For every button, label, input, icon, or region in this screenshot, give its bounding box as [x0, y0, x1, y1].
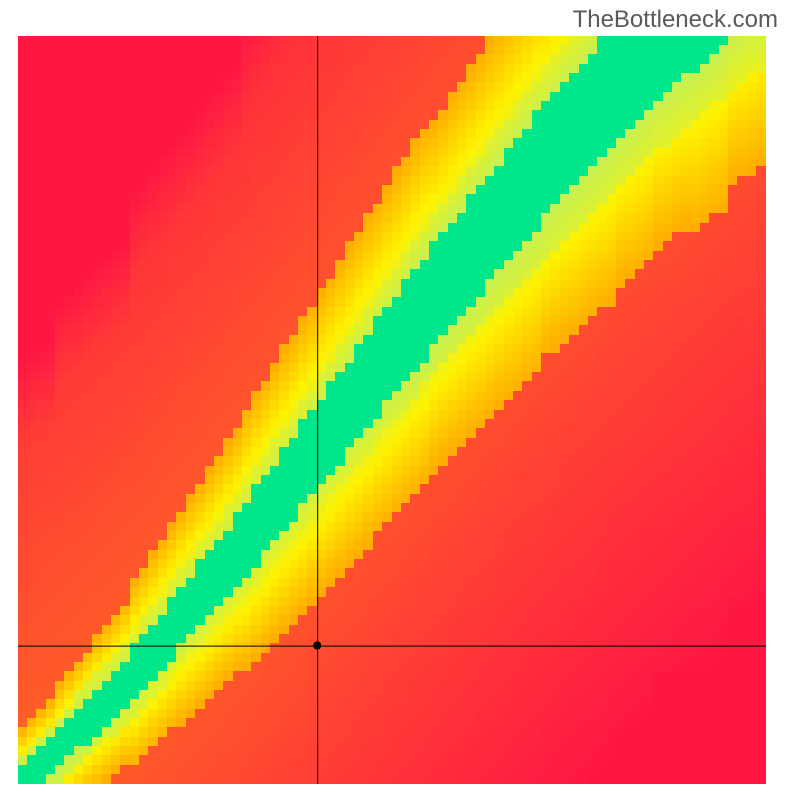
heatmap-canvas	[18, 36, 766, 784]
watermark-text: TheBottleneck.com	[573, 6, 778, 34]
heatmap-plot	[18, 36, 766, 784]
